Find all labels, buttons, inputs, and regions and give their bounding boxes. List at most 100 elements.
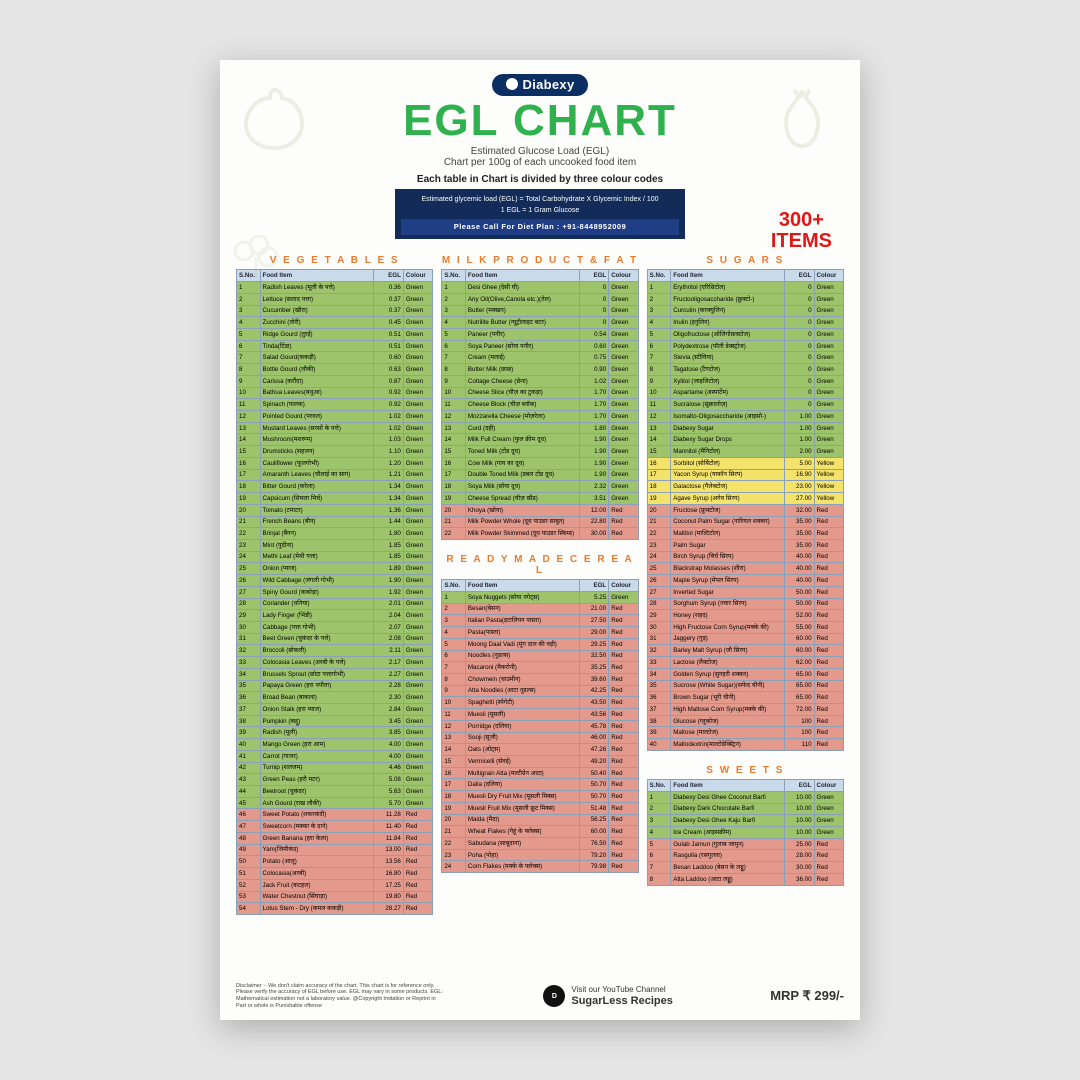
table-row: 13Sooji (सूजी)46.00Red — [442, 732, 638, 744]
table-header: Colour — [609, 579, 638, 591]
table-cell: 0 — [579, 293, 608, 305]
items-badge: 300+ ITEMS — [771, 210, 832, 252]
table-cell: Wheat Flakes (गेहूं के फ्लेक्स) — [465, 826, 579, 838]
table-cell: Red — [403, 903, 432, 915]
table-cell: Palm Sugar — [671, 539, 785, 551]
table-cell: 8 — [237, 364, 261, 376]
table-cell: Green — [403, 586, 432, 598]
table-cell: 15 — [647, 446, 671, 458]
table-cell: Red — [609, 615, 638, 627]
table-cell: 49.20 — [579, 756, 608, 768]
table-cell: Ice Cream (आइसक्रीम) — [671, 827, 785, 839]
table-cell: Green — [814, 364, 843, 376]
table-cell: 100 — [785, 727, 814, 739]
table-cell: Vermicelli (सेवई) — [465, 756, 579, 768]
table-cell: 2.07 — [374, 621, 403, 633]
table-cell: Red — [814, 528, 843, 540]
table-cell: Green — [609, 399, 638, 411]
table-cell: Red — [609, 638, 638, 650]
table-row: 14Oats (ओट्स)47.26Red — [442, 744, 638, 756]
table-cell: Mustard Leaves (सरसों के पत्ते) — [260, 422, 374, 434]
table-cell: Turnip (शलजम) — [260, 762, 374, 774]
table-cell: Red — [609, 767, 638, 779]
table-row: 3Butter (मक्खन)0Green — [442, 305, 638, 317]
table-cell: Papaya Green (हरा पपीता) — [260, 680, 374, 692]
table-header: EGL — [785, 779, 814, 791]
subtitle-2: Chart per 100g of each uncooked food ite… — [236, 157, 844, 168]
table-header: EGL — [374, 270, 403, 282]
table-cell: Honey (शहद) — [671, 610, 785, 622]
table-cell: 17 — [442, 779, 466, 791]
table-cell: Red — [814, 668, 843, 680]
table-cell: Bathua Leaves(बथुआ) — [260, 387, 374, 399]
table-cell: 1 — [442, 282, 466, 294]
table-cell: Red — [814, 586, 843, 598]
table-row: 5Oligofructose (ओलिगोफ्रक्टोज)0Green — [647, 329, 843, 341]
table-cell: 1.03 — [374, 434, 403, 446]
table-cell: Glucose (ग्लूकोज) — [671, 715, 785, 727]
formula-left: Estimated glycemic load (EGL) — [421, 196, 517, 203]
table-cell: Red — [814, 504, 843, 516]
table-row: 13Curd (दही)1.80Green — [442, 422, 638, 434]
table-row: 11Spinach (पालक)0.92Green — [237, 399, 433, 411]
brand-badge: Diabexy — [492, 74, 589, 96]
table-cell: 79.98 — [579, 861, 608, 873]
table-cell: Curculin (करक्युलिन) — [671, 305, 785, 317]
table-cell: 10 — [442, 387, 466, 399]
table-cell: Lactose (लैक्टोज) — [671, 657, 785, 669]
table-cell: 29 — [237, 610, 261, 622]
table-milk: S.No.Food ItemEGLColour1Desi Ghee (देसी … — [441, 269, 638, 540]
table-cell: Paneer (पनीर) — [465, 329, 579, 341]
table-cell: 51 — [237, 868, 261, 880]
table-cell: Macaroni (मैकरोनी) — [465, 662, 579, 674]
table-cell: Besan(बेसन) — [465, 603, 579, 615]
subtitle-3: Each table in Chart is divided by three … — [236, 174, 844, 185]
table-cell: Milk Full Cream (फुल क्रीम दूध) — [465, 434, 579, 446]
table-cell: 2.27 — [374, 668, 403, 680]
table-cell: 1.00 — [785, 422, 814, 434]
table-row: 4Zucchini (तोरी)0.45Green — [237, 317, 433, 329]
table-cell: 0.60 — [374, 352, 403, 364]
table-row: 37High Maltose Corn Syrup(मक्के की)72.00… — [647, 704, 843, 716]
cat-cereal: R E A D Y M A D E C E R E A L — [441, 554, 638, 576]
table-cell: 0.37 — [374, 305, 403, 317]
table-cell: 14 — [442, 434, 466, 446]
table-cell: Wild Cabbage (जंगली गोभी) — [260, 575, 374, 587]
table-cell: 8 — [442, 673, 466, 685]
table-cell: 15 — [442, 446, 466, 458]
table-row: 25Onion (प्याज)1.89Green — [237, 563, 433, 575]
table-cell: Green — [403, 375, 432, 387]
table-cell: 2.84 — [374, 704, 403, 716]
table-cell: 35.25 — [579, 662, 608, 674]
table-cell: Green — [403, 668, 432, 680]
table-cell: Brown Sugar (भूरी चीनी) — [671, 692, 785, 704]
table-row: 18Soya Milk (सोया दूध)2.32Green — [442, 481, 638, 493]
table-cell: Green — [814, 375, 843, 387]
table-row: 14Diabexy Sugar Drops1.00Green — [647, 434, 843, 446]
table-cell: Mozzarella Cheese (मोज़रेला) — [465, 411, 579, 423]
table-row: 16Multigrain Atta (मल्टीग्रेन आटा)50.40R… — [442, 767, 638, 779]
table-row: 2Fructooligosaccharide (फ्रुक्टो-)0Green — [647, 293, 843, 305]
table-cell: 21.00 — [579, 603, 608, 615]
table-cell: Red — [609, 779, 638, 791]
table-cell: Green — [403, 575, 432, 587]
table-cell: 47.26 — [579, 744, 608, 756]
table-cell: Beetroot (चुकंदर) — [260, 786, 374, 798]
table-cell: 2 — [647, 803, 671, 815]
table-row: 23Palm Sugar35.00Red — [647, 539, 843, 551]
table-cell: 13 — [647, 422, 671, 434]
table-row: 12Pointed Gourd (परवल)1.02Green — [237, 411, 433, 423]
table-cell: 3.85 — [374, 727, 403, 739]
table-cell: 20 — [647, 504, 671, 516]
table-cell: 1.02 — [579, 375, 608, 387]
table-cell: 12 — [647, 411, 671, 423]
table-cell: Radish (मूली) — [260, 727, 374, 739]
table-cell: 0.92 — [374, 387, 403, 399]
table-cell: Green — [403, 657, 432, 669]
table-cell: 50.70 — [579, 779, 608, 791]
table-cell: Cheese Slice (चीज़ का टुकड़ा) — [465, 387, 579, 399]
table-cell: 1.44 — [374, 516, 403, 528]
table-cell: Green — [403, 528, 432, 540]
table-cell: Green — [814, 827, 843, 839]
table-cell: Carissa (करौंदा) — [260, 375, 374, 387]
